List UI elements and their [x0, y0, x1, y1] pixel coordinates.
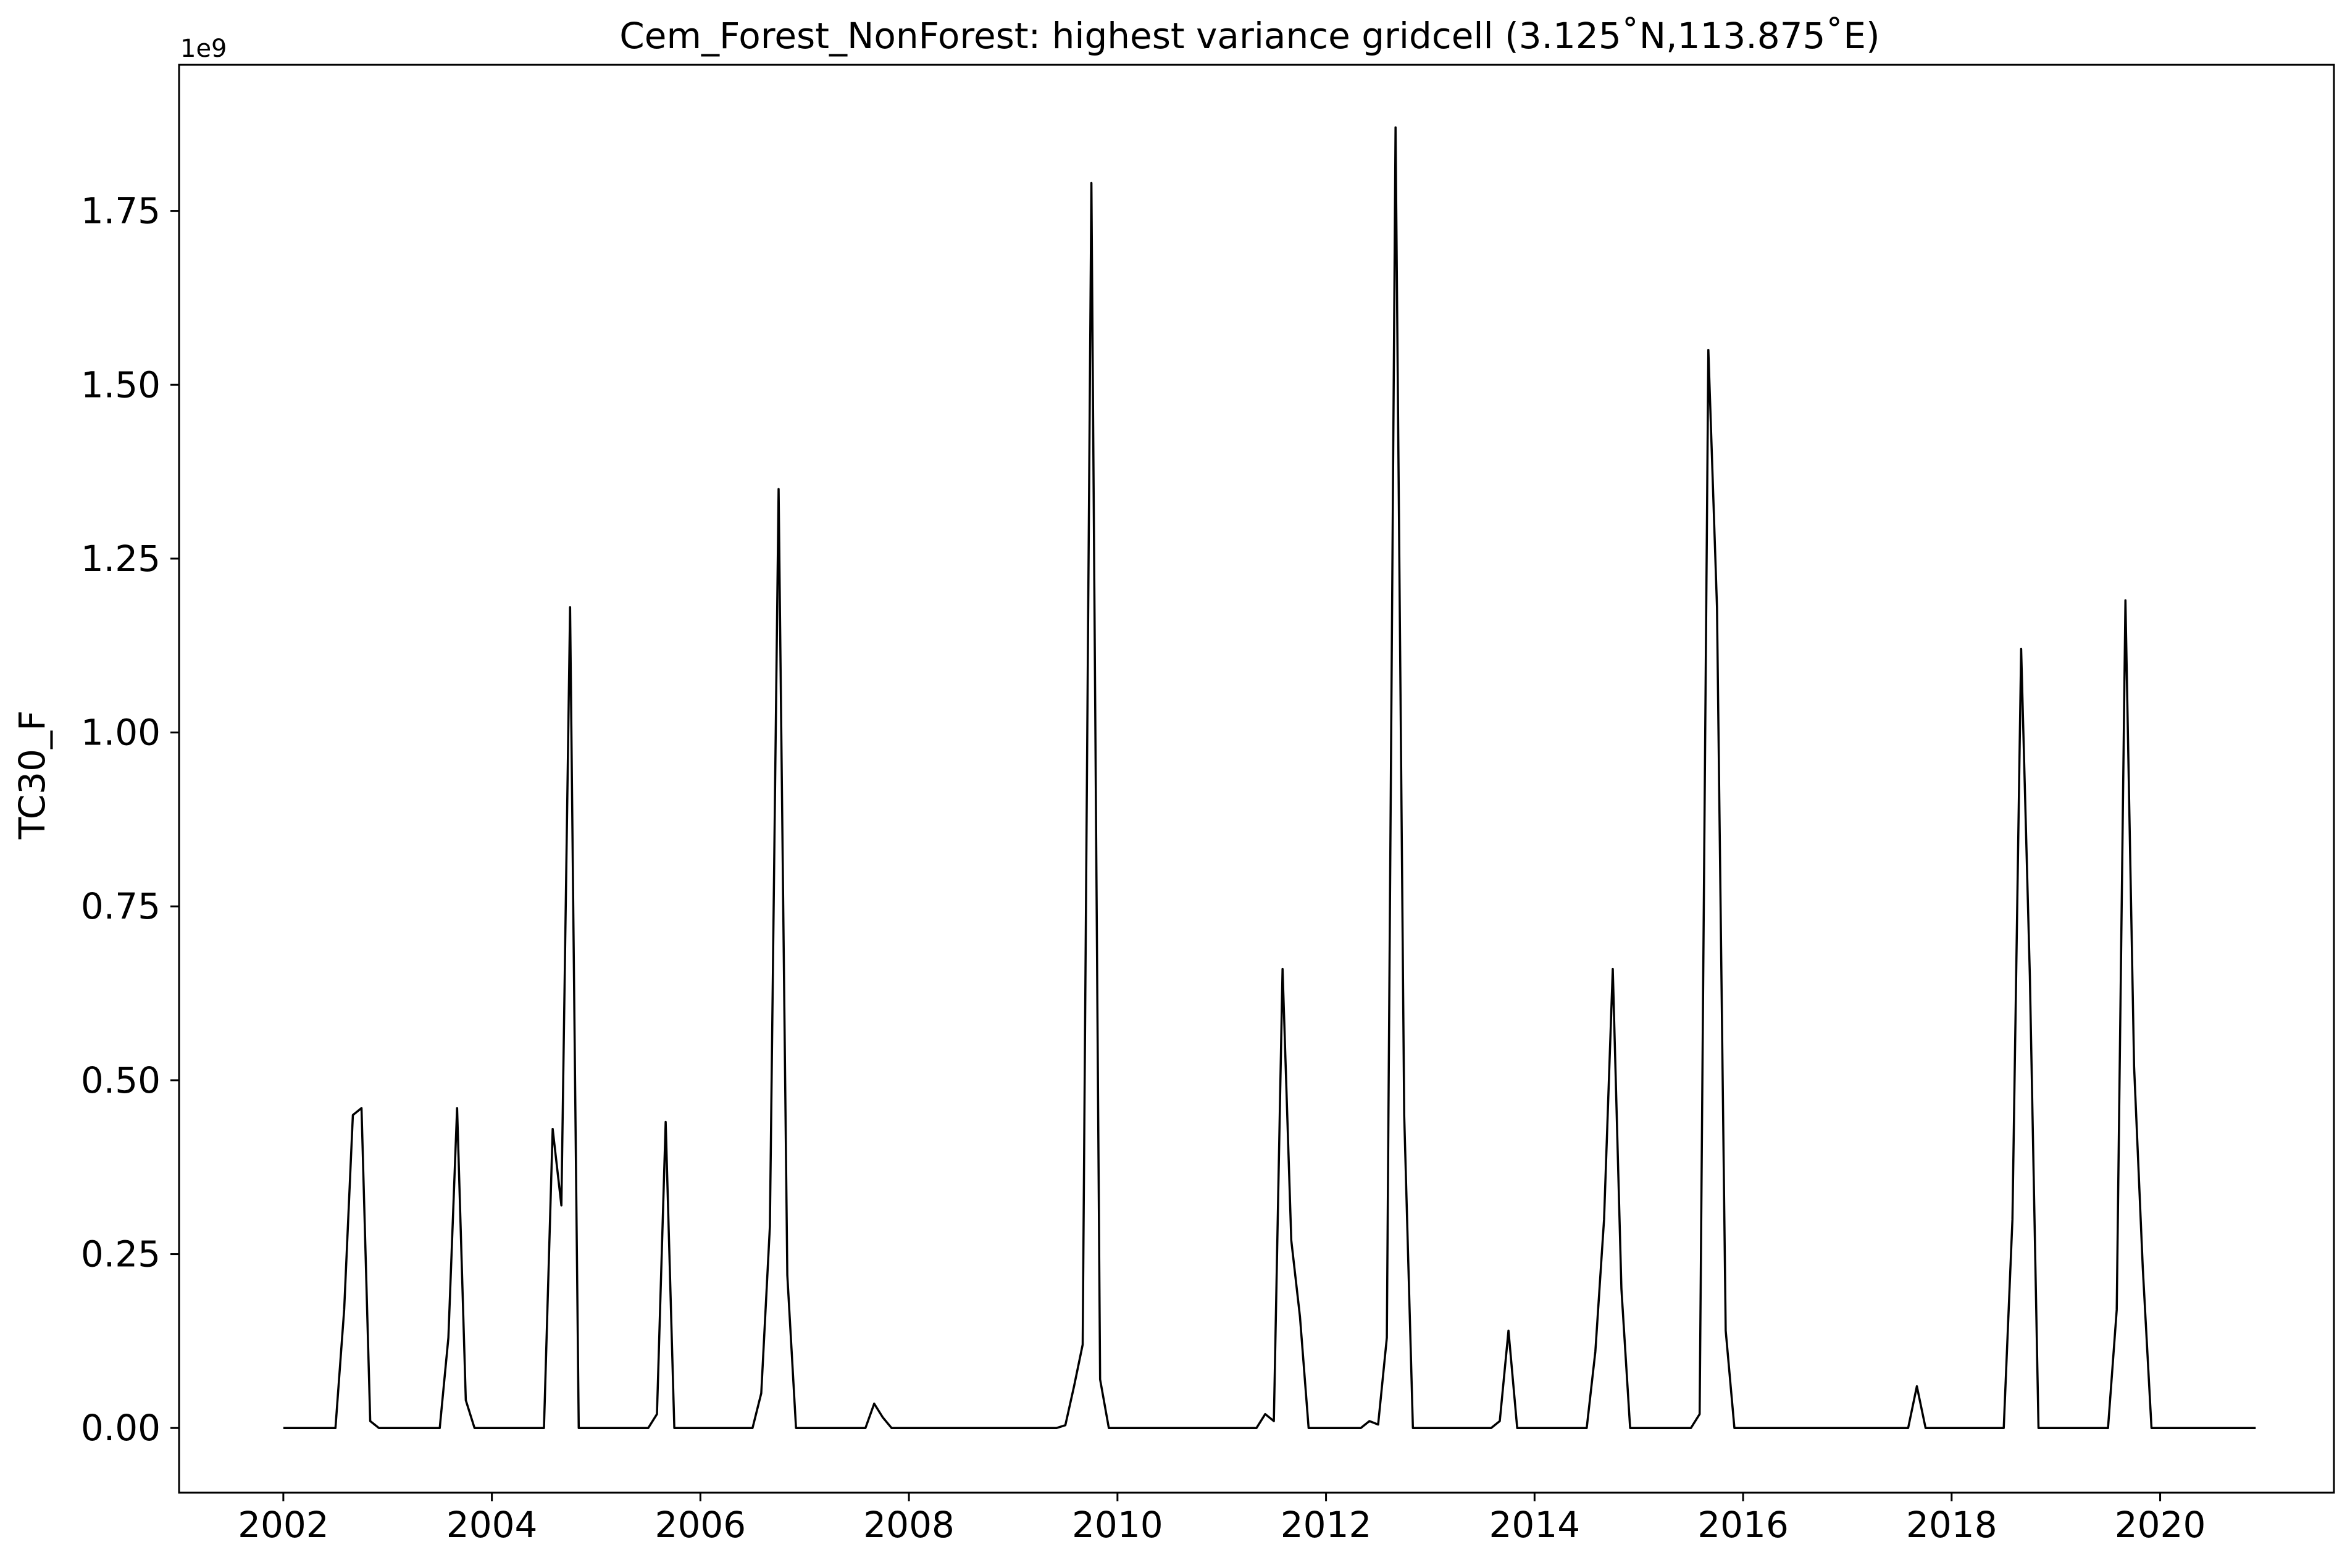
y-axis-label: TC30_F	[11, 711, 53, 840]
y-tick-label: 1.75	[81, 190, 161, 232]
plot-lines	[283, 126, 2256, 1429]
x-tick-label: 2012	[1281, 1504, 1372, 1546]
x-tick-label: 2014	[1489, 1504, 1581, 1546]
y-tick-label: 1.25	[81, 538, 161, 580]
x-tick-label: 2002	[238, 1504, 329, 1546]
x-tick-label: 2006	[655, 1504, 746, 1546]
x-tick-label: 2008	[863, 1504, 955, 1546]
y-axis-ticks: 0.00 0.25 0.50 0.75 1.00 1.25 1.50 1.75	[81, 190, 179, 1449]
x-tick-label: 2018	[1906, 1504, 1997, 1546]
series-line	[283, 126, 2256, 1429]
chart-title: Cem_Forest_NonForest: highest variance g…	[619, 15, 1880, 57]
x-tick-label: 2020	[2115, 1504, 2206, 1546]
x-tick-label: 2010	[1072, 1504, 1163, 1546]
y-axis-offset-label: 1e9	[180, 35, 227, 63]
y-tick-label: 0.75	[81, 885, 161, 927]
x-tick-label: 2004	[446, 1504, 538, 1546]
y-tick-label: 0.50	[81, 1059, 161, 1101]
x-tick-label: 2016	[1697, 1504, 1789, 1546]
y-tick-label: 1.50	[81, 364, 161, 406]
y-tick-label: 0.25	[81, 1233, 161, 1275]
y-tick-label: 0.00	[81, 1407, 161, 1449]
plot-frame	[178, 64, 2335, 1494]
x-axis-ticks: 2002 2004 2006 2008 2010 2012 2014 2016 2018 2020	[238, 1493, 2206, 1546]
y-tick-label: 1.00	[81, 712, 161, 754]
